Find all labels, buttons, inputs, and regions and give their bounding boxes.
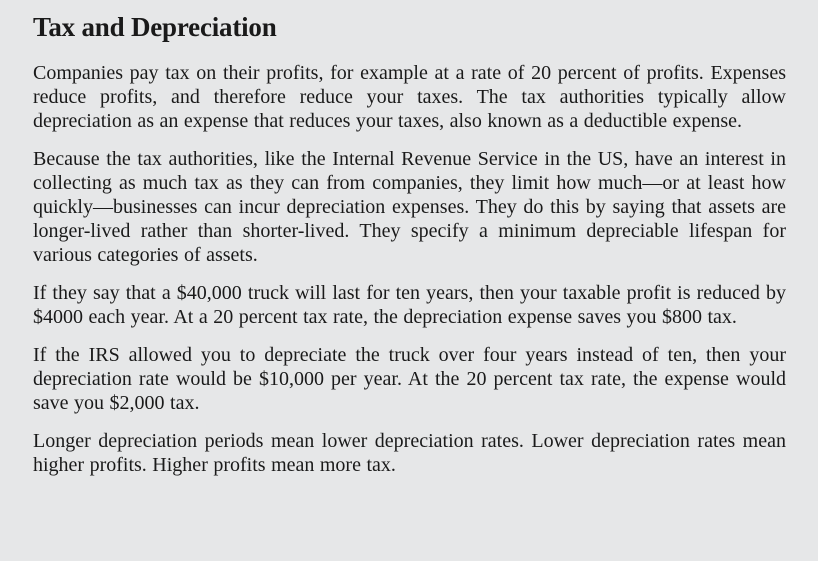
- paragraph-2: Because the tax authorities, like the In…: [33, 148, 786, 266]
- paragraph-3: If they say that a $40,000 truck will la…: [33, 282, 786, 328]
- paragraph-1: Companies pay tax on their profits, for …: [33, 62, 786, 132]
- section-title: Tax and Depreciation: [33, 12, 277, 42]
- paragraph-4: If the IRS allowed you to depreciate the…: [33, 344, 786, 414]
- paragraph-5: Longer depreciation periods mean lower d…: [33, 430, 786, 476]
